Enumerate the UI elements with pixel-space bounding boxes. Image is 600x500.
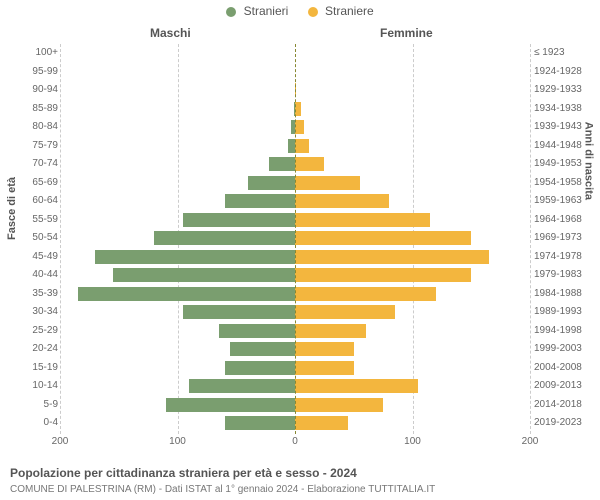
y-label-age: 45-49 <box>22 251 58 262</box>
y-label-age: 85-89 <box>22 103 58 114</box>
y-label-birth: 1969-1973 <box>534 232 592 243</box>
column-title-left: Maschi <box>150 26 191 40</box>
y-label-age: 35-39 <box>22 288 58 299</box>
gridline <box>530 44 531 434</box>
legend-swatch-female <box>308 7 318 17</box>
bar-male <box>288 139 295 153</box>
bar-female <box>295 139 309 153</box>
y-label-age: 0-4 <box>22 417 58 428</box>
y-label-age: 25-29 <box>22 325 58 336</box>
legend-swatch-male <box>226 7 236 17</box>
y-label-birth: 1979-1983 <box>534 269 592 280</box>
center-gridline <box>295 44 296 434</box>
bar-female <box>295 268 471 282</box>
pyramid-plot <box>60 44 530 434</box>
bar-male <box>183 305 295 319</box>
column-title-right: Femmine <box>380 26 433 40</box>
y-label-birth: 1934-1938 <box>534 103 592 114</box>
bar-female <box>295 120 304 134</box>
bar-male <box>225 361 296 375</box>
y-label-birth: 2014-2018 <box>534 399 592 410</box>
legend: Stranieri Straniere <box>0 4 600 18</box>
y-label-birth: 2004-2008 <box>534 362 592 373</box>
y-label-age: 55-59 <box>22 214 58 225</box>
y-label-birth: 1984-1988 <box>534 288 592 299</box>
y-label-birth: 1939-1943 <box>534 121 592 132</box>
bar-female <box>295 213 430 227</box>
y-label-birth: 1924-1928 <box>534 66 592 77</box>
bar-male <box>219 324 295 338</box>
legend-label-female: Straniere <box>325 4 374 18</box>
legend-item-female: Straniere <box>308 4 374 18</box>
bar-female <box>295 305 395 319</box>
bar-male <box>78 287 295 301</box>
bar-male <box>225 194 296 208</box>
x-tick-label: 100 <box>169 436 186 447</box>
legend-item-male: Stranieri <box>226 4 288 18</box>
x-tick-label: 200 <box>52 436 69 447</box>
y-label-age: 65-69 <box>22 177 58 188</box>
bar-female <box>295 287 436 301</box>
y-label-birth: 1999-2003 <box>534 343 592 354</box>
y-label-age: 95-99 <box>22 66 58 77</box>
bar-female <box>295 361 354 375</box>
y-label-birth: 1929-1933 <box>534 84 592 95</box>
y-label-birth: 1989-1993 <box>534 306 592 317</box>
y-label-birth: 1964-1968 <box>534 214 592 225</box>
y-label-age: 40-44 <box>22 269 58 280</box>
bar-female <box>295 342 354 356</box>
y-label-age: 70-74 <box>22 158 58 169</box>
y-label-birth: 1959-1963 <box>534 195 592 206</box>
y-label-age: 20-24 <box>22 343 58 354</box>
x-tick-label: 0 <box>292 436 298 447</box>
y-label-birth: 1974-1978 <box>534 251 592 262</box>
y-label-birth: 2019-2023 <box>534 417 592 428</box>
y-label-age: 10-14 <box>22 380 58 391</box>
bar-male <box>269 157 295 171</box>
bar-male <box>183 213 295 227</box>
y-label-age: 60-64 <box>22 195 58 206</box>
y-label-age: 80-84 <box>22 121 58 132</box>
bar-female <box>295 416 348 430</box>
y-label-birth: 1994-1998 <box>534 325 592 336</box>
bar-female <box>295 176 360 190</box>
bar-male <box>166 398 295 412</box>
y-label-age: 5-9 <box>22 399 58 410</box>
y-label-age: 50-54 <box>22 232 58 243</box>
y-label-age: 100+ <box>22 47 58 58</box>
bar-male <box>225 416 296 430</box>
bar-male <box>113 268 295 282</box>
y-axis-title-left: Fasce di età <box>6 177 18 240</box>
y-label-birth: 1954-1958 <box>534 177 592 188</box>
y-label-birth: 1949-1953 <box>534 158 592 169</box>
legend-label-male: Stranieri <box>244 4 289 18</box>
bar-male <box>95 250 295 264</box>
bar-male <box>154 231 295 245</box>
y-label-age: 30-34 <box>22 306 58 317</box>
bar-female <box>295 250 489 264</box>
bar-female <box>295 194 389 208</box>
y-label-birth: ≤ 1923 <box>534 47 592 58</box>
caption-subtitle: COMUNE DI PALESTRINA (RM) - Dati ISTAT a… <box>10 484 435 495</box>
x-tick-label: 200 <box>522 436 539 447</box>
y-label-age: 90-94 <box>22 84 58 95</box>
bar-female <box>295 231 471 245</box>
y-label-age: 75-79 <box>22 140 58 151</box>
bar-male <box>248 176 295 190</box>
bar-male <box>189 379 295 393</box>
bar-female <box>295 324 366 338</box>
caption-title: Popolazione per cittadinanza straniera p… <box>10 466 357 480</box>
bar-female <box>295 157 324 171</box>
y-label-birth: 2009-2013 <box>534 380 592 391</box>
y-label-age: 15-19 <box>22 362 58 373</box>
bar-male <box>230 342 295 356</box>
bar-female <box>295 398 383 412</box>
x-tick-label: 100 <box>404 436 421 447</box>
bar-female <box>295 379 418 393</box>
y-label-birth: 1944-1948 <box>534 140 592 151</box>
